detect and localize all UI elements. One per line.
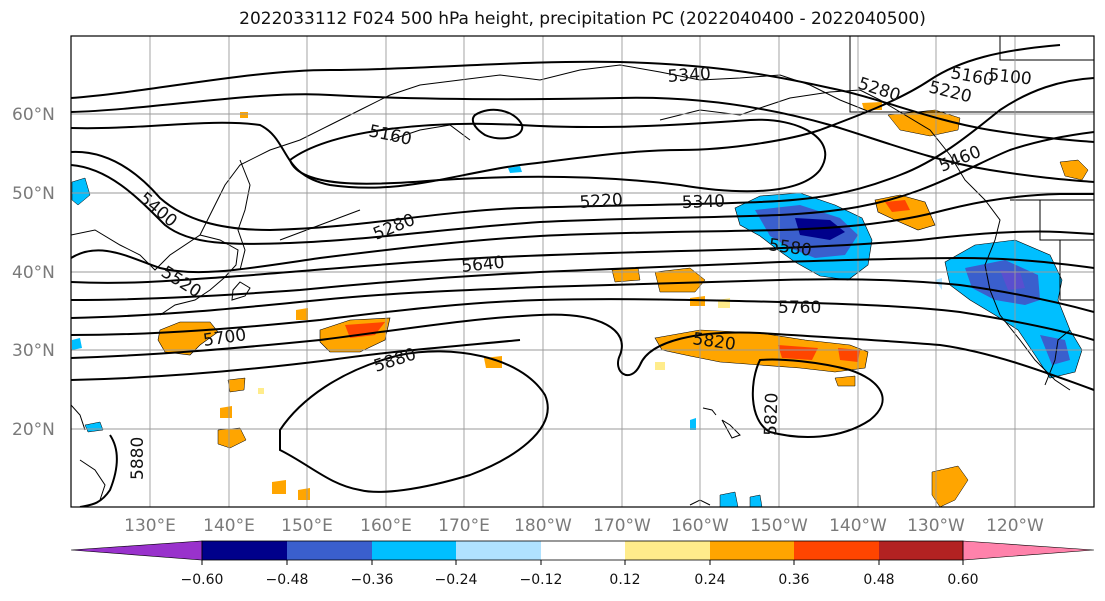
lon-label: 130°W [907, 516, 965, 536]
lon-label: 160°E [360, 516, 412, 536]
lon-label: 170°E [438, 516, 490, 536]
colorbar-tick-label: 0.12 [609, 572, 640, 588]
graticule [71, 36, 1094, 507]
map-frame [70, 35, 1095, 508]
lon-label: 130°E [124, 516, 176, 536]
lon-label: 180°W [514, 516, 572, 536]
lat-label: 20°N [12, 420, 55, 440]
contour-label: 5760 [778, 298, 821, 318]
colorbar-tick-label: 0.48 [863, 572, 894, 588]
lat-label: 60°N [12, 105, 55, 125]
lon-label: 140°W [829, 516, 887, 536]
colorbar-tick-label: −0.12 [520, 572, 563, 588]
lon-label: 140°E [203, 516, 255, 536]
contour-label: 5340 [681, 191, 725, 212]
colorbar-segment [202, 541, 287, 560]
colorbar-extend-low [70, 540, 203, 561]
colorbar-segment [287, 541, 372, 560]
colorbar-segment [879, 541, 963, 560]
colorbar-tick-label: −0.48 [266, 572, 309, 588]
contour-label: 5340 [667, 64, 712, 87]
colorbar-tick-label: −0.24 [435, 572, 478, 588]
contour-label: 5220 [579, 190, 624, 213]
lat-label: 30°N [12, 341, 55, 361]
contour-label: 5820 [761, 392, 782, 436]
colorbar-segment [372, 541, 456, 560]
map-title: 2022033112 F024 500 hPa height, precipit… [239, 9, 926, 29]
longitude-labels: 130°E 140°E 150°E 160°E 170°E 180°W 170°… [124, 516, 1044, 536]
lat-label: 40°N [12, 263, 55, 283]
colorbar-tick-label: −0.36 [351, 572, 394, 588]
contour-label: 5100 [987, 65, 1032, 89]
lon-label: 160°W [671, 516, 729, 536]
map-plot-area: 5340 5280 5220 5160 5100 5160 5400 5520 … [71, 36, 1094, 507]
colorbar-tick-label: 0.24 [694, 572, 725, 588]
colorbar-tick-label: 0.36 [778, 572, 809, 588]
colorbar: −0.60 −0.48 −0.36 −0.24 −0.12 0.12 0.24 … [70, 540, 1095, 588]
colorbar-segment [710, 541, 794, 560]
contour-label: 5640 [460, 253, 505, 277]
colorbar-segment [625, 541, 710, 560]
contour-label: 5880 [128, 437, 148, 480]
lon-label: 120°W [986, 516, 1044, 536]
colorbar-segment [456, 541, 541, 560]
lon-label: 150°W [750, 516, 808, 536]
colorbar-tick-label: 0.60 [947, 572, 978, 588]
lat-label: 50°N [12, 184, 55, 204]
colorbar-segment [541, 541, 625, 560]
colorbar-tick-label: −0.60 [181, 572, 224, 588]
lon-label: 150°E [281, 516, 333, 536]
height-contours [71, 44, 1094, 507]
colorbar-extend-high [962, 540, 1095, 561]
lon-label: 170°W [593, 516, 651, 536]
colorbar-segment [794, 541, 879, 560]
latitude-labels: 60°N 50°N 40°N 30°N 20°N [12, 105, 55, 440]
